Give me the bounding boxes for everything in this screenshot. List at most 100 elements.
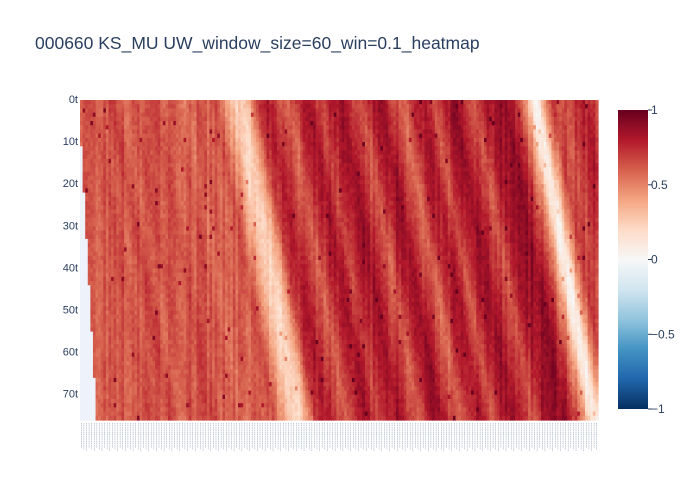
- heatmap-cell: [186, 171, 190, 177]
- heatmap-cell: [294, 167, 299, 173]
- heatmap-cell: [478, 116, 483, 122]
- heatmap-cell: [310, 100, 314, 105]
- heatmap-cell: [437, 201, 441, 206]
- heatmap-cell: [178, 129, 182, 135]
- heatmap-cell: [292, 121, 296, 126]
- heatmap-cell: [315, 129, 319, 135]
- heatmap-cell: [388, 196, 392, 202]
- heatmap-cell: [315, 121, 319, 126]
- heatmap-cell: [209, 121, 213, 126]
- heatmap-cell: [225, 192, 229, 198]
- heatmap-cell: [243, 104, 247, 110]
- heatmap-cell: [546, 129, 550, 135]
- heatmap-cell: [385, 137, 389, 143]
- heatmap-cell: [136, 112, 141, 118]
- heatmap-cell: [98, 180, 102, 185]
- heatmap-cell: [458, 125, 462, 131]
- heatmap-cell: [199, 150, 203, 156]
- heatmap-cell: [535, 104, 540, 110]
- heatmap-cell: [282, 150, 286, 156]
- heatmap-cell: [496, 184, 501, 190]
- heatmap-cell: [245, 171, 249, 177]
- heatmap-cell: [261, 192, 265, 198]
- heatmap-cell: [432, 163, 436, 168]
- heatmap-cell: [450, 121, 454, 126]
- heatmap-cell: [108, 184, 112, 190]
- heatmap-cell: [377, 180, 382, 185]
- heatmap-cell: [336, 137, 340, 143]
- heatmap-cell: [372, 125, 376, 131]
- heatmap-cell: [250, 125, 255, 131]
- heatmap-cell: [494, 112, 498, 118]
- heatmap-cell: [243, 184, 247, 190]
- heatmap-cell: [481, 142, 485, 147]
- heatmap-cell: [310, 158, 314, 164]
- heatmap-cell: [525, 192, 529, 198]
- heatmap-cell: [323, 125, 327, 131]
- heatmap-cell: [214, 133, 218, 139]
- heatmap-cell: [98, 158, 102, 164]
- heatmap-cell: [388, 116, 392, 122]
- heatmap-cell: [204, 137, 208, 143]
- heatmap-cell: [191, 158, 195, 164]
- heatmap-cell: [494, 125, 498, 131]
- heatmap-cell: [100, 188, 104, 194]
- heatmap-cell: [496, 175, 501, 181]
- heatmap-cell: [543, 184, 547, 190]
- heatmap-cell: [577, 129, 581, 135]
- heatmap-cell: [263, 104, 268, 110]
- heatmap-cell: [566, 154, 571, 160]
- heatmap-cell: [533, 125, 537, 131]
- heatmap-cell: [305, 129, 309, 135]
- heatmap-cell: [318, 125, 322, 131]
- heatmap-cell: [564, 150, 568, 156]
- heatmap-cell: [452, 158, 457, 164]
- heatmap-cell: [183, 125, 187, 131]
- heatmap-cell: [429, 121, 433, 126]
- heatmap-cell: [261, 108, 265, 114]
- heatmap-cell: [269, 146, 273, 152]
- heatmap-cell: [442, 150, 446, 156]
- heatmap-cell: [103, 175, 107, 181]
- heatmap-cell: [188, 196, 192, 202]
- heatmap-cell: [263, 129, 268, 135]
- heatmap-cell: [284, 196, 288, 202]
- heatmap-cell: [282, 163, 286, 168]
- heatmap-cell: [196, 133, 200, 139]
- heatmap-cell: [118, 104, 123, 110]
- heatmap-cell: [504, 108, 508, 114]
- heatmap-cell: [136, 188, 141, 194]
- heatmap-cell: [535, 175, 540, 181]
- heatmap-cell: [292, 171, 296, 177]
- heatmap-cell: [377, 188, 382, 194]
- heatmap-cell: [408, 129, 413, 135]
- heatmap-cell: [408, 116, 413, 122]
- heatmap-cell: [406, 108, 410, 114]
- heatmap-cell: [111, 188, 115, 194]
- heatmap-cell: [323, 175, 327, 181]
- heatmap-cell: [302, 154, 306, 160]
- heatmap-cell: [261, 133, 265, 139]
- heatmap-cell: [349, 196, 353, 202]
- heatmap-cell: [465, 104, 470, 110]
- heatmap-cell: [111, 184, 115, 190]
- heatmap-cell: [564, 154, 568, 160]
- heatmap-cell: [388, 192, 392, 198]
- heatmap-cell: [416, 201, 420, 206]
- heatmap-cell: [105, 129, 110, 135]
- heatmap-cell: [191, 167, 195, 173]
- heatmap-cell: [292, 150, 296, 156]
- heatmap-cell: [357, 171, 361, 177]
- heatmap-cell: [491, 116, 495, 122]
- heatmap-cell: [359, 175, 363, 181]
- heatmap-cell: [377, 116, 382, 122]
- heatmap-cell: [561, 104, 565, 110]
- heatmap-cell: [212, 201, 216, 206]
- heatmap-cell: [331, 129, 335, 135]
- heatmap-cell: [491, 163, 495, 168]
- heatmap-cell: [587, 196, 591, 202]
- heatmap-cell: [512, 137, 516, 143]
- heatmap-cell: [351, 158, 356, 164]
- heatmap-cell: [80, 167, 84, 173]
- heatmap-cell: [450, 175, 454, 181]
